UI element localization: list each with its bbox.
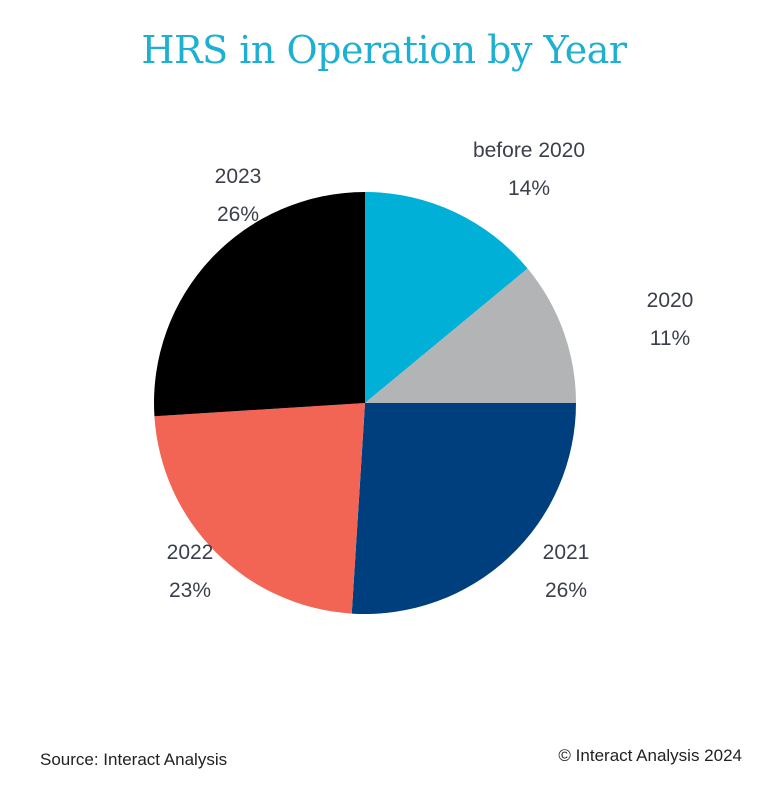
- slice-percent: 11%: [649, 327, 691, 350]
- slice-name: 2022: [166, 541, 214, 564]
- chart-title: HRS in Operation by Year: [141, 28, 627, 72]
- slice-name: 2020: [646, 289, 694, 312]
- slice-name: 2023: [214, 165, 262, 188]
- slice-percent: 14%: [507, 177, 551, 200]
- pie-slice-2022: [154, 403, 365, 614]
- slice-label-2022: 2022 23%: [167, 534, 214, 610]
- slice-percent: 23%: [168, 579, 212, 602]
- slice-name: 2021: [542, 541, 590, 564]
- pie-slice-2020: [365, 268, 576, 403]
- slice-label-before-2020: before 2020 14%: [473, 132, 585, 208]
- slice-percent: 26%: [216, 203, 260, 226]
- pie-slice-2021: [351, 403, 576, 614]
- pie-slice-2023: [154, 192, 365, 417]
- slice-label-2023: 2023 26%: [215, 158, 262, 234]
- slice-name: before 2020: [472, 139, 586, 162]
- copyright-note: © Interact Analysis 2024: [558, 746, 742, 765]
- slice-label-2020: 2020 11%: [647, 282, 694, 358]
- source-note: Source: Interact Analysis: [40, 750, 228, 769]
- slice-percent: 26%: [544, 579, 588, 602]
- pie-slice-before-2020: [365, 192, 528, 403]
- slice-label-2021: 2021 26%: [543, 534, 590, 610]
